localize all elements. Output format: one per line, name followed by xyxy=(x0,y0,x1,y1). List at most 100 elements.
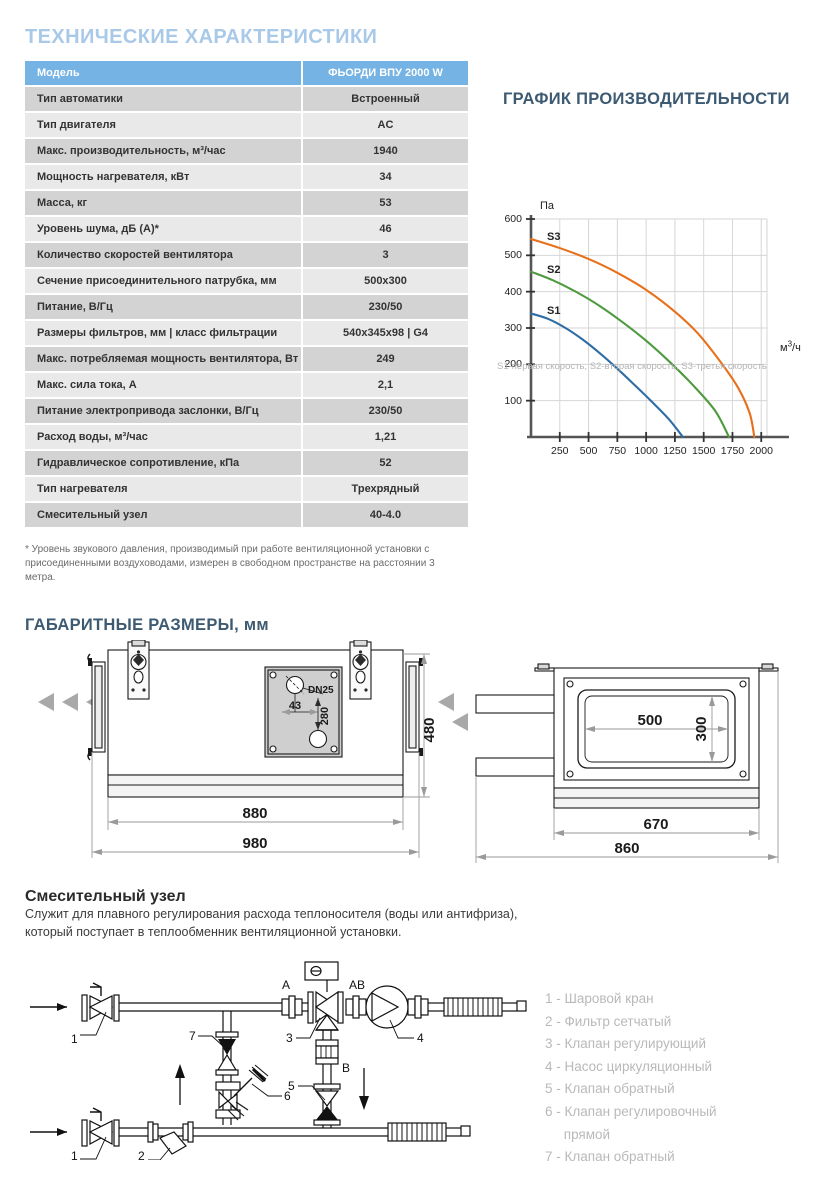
port-a-label: A xyxy=(282,978,290,992)
legend-item-4: 4 - Насос циркуляционный xyxy=(545,1058,713,1074)
table-row: Размеры фильтров, мм | класс фильтрации 5… xyxy=(25,321,468,345)
table-row: Макс. сила тока, А 2,1 xyxy=(25,373,468,397)
callout-1-bottom: 1 xyxy=(71,1149,78,1160)
x-tick-1000: 1000 xyxy=(634,445,658,457)
spec-value: 500x300 xyxy=(303,269,468,293)
spec-label: Макс. производительность, м³/час xyxy=(25,139,303,163)
spec-label: Сечение присоединительного патрубка, мм xyxy=(25,269,303,293)
legend-item-6-cont: прямой xyxy=(545,1126,611,1142)
spec-label: Тип нагревателя xyxy=(25,477,303,501)
spec-label: Размеры фильтров, мм | класс фильтрации xyxy=(25,321,303,345)
spec-value: 249 xyxy=(303,347,468,371)
table-row: Гидравлическое сопротивление, кПа 52 xyxy=(25,451,468,475)
table-row: Количество скоростей вентилятора 3 xyxy=(25,243,468,267)
table-row: Сечение присоединительного патрубка, мм 5… xyxy=(25,269,468,293)
spec-label: Количество скоростей вентилятора xyxy=(25,243,303,267)
legend-item-1: 1 - Шаровой кран xyxy=(545,991,654,1006)
specifications-table: Модель ФЬОРДИ ВПУ 2000 W Тип автоматики Вст… xyxy=(25,59,468,529)
spec-value: 2,1 xyxy=(303,373,468,397)
spec-label: Макс. сила тока, А xyxy=(25,373,303,397)
table-row: Тип автоматики Встроенный xyxy=(25,87,468,111)
chart-svg xyxy=(526,215,789,442)
spec-label: Питание электропривода заслонки, В/Гц xyxy=(25,399,303,423)
chart-x-axis-unit: м3/ч xyxy=(780,339,801,354)
y-tick-100: 100 xyxy=(504,394,522,407)
legend-item-6: 6 - Клапан регулировочный xyxy=(545,1103,717,1119)
spec-value: 1,21 xyxy=(303,425,468,449)
series-label-s1: S1 xyxy=(547,305,561,318)
series-label-s2: S2 xyxy=(547,263,561,276)
table-header-row: Модель ФЬОРДИ ВПУ 2000 W xyxy=(25,61,468,85)
table-row: Тип двигателя AC xyxy=(25,113,468,137)
callout-1-top: 1 xyxy=(71,1032,78,1046)
specs-section-title: ТЕХНИЧЕСКИЕ ХАРАКТЕРИСТИКИ xyxy=(25,26,378,48)
spec-value: 3 xyxy=(303,243,468,267)
dim-duct-height-label: 300 xyxy=(693,716,710,741)
table-row: Масса, кг 53 xyxy=(25,191,468,215)
outlet-arrow-icon xyxy=(438,693,454,711)
x-tick-2000: 2000 xyxy=(749,445,773,457)
x-tick-500: 500 xyxy=(579,445,598,457)
spec-value: Встроенный xyxy=(303,87,468,111)
spec-label: Питание, В/Гц xyxy=(25,295,303,319)
x-tick-750: 750 xyxy=(608,445,627,457)
port-ab-label: AB xyxy=(349,978,365,992)
table-row: Питание электропривода заслонки, В/Гц 230… xyxy=(25,399,468,423)
noise-footnote: * Уровень звукового давления, производим… xyxy=(25,544,435,583)
spec-label: Тип двигателя xyxy=(25,113,303,137)
mixing-unit-schematic: 1 1 2 3 4 5 6 7 A AB B xyxy=(30,961,527,1160)
dim-inner-width-label: 880 xyxy=(242,805,267,822)
legend-item-2: 2 - Фильтр сетчатый xyxy=(545,1013,672,1029)
table-row: Питание, В/Гц 230/50 xyxy=(25,295,468,319)
spec-label: Тип автоматики xyxy=(25,87,303,111)
mixing-unit-legend: 1 - Шаровой кран 2 - Фильтр сетчатый 3 - К… xyxy=(545,988,815,1169)
mixing-unit-description: Служит для плавного регулирования расход… xyxy=(25,907,518,939)
x-tick-1750: 1750 xyxy=(720,445,745,457)
y-tick-300: 300 xyxy=(504,322,522,334)
chart-plot-area xyxy=(526,215,789,442)
spec-label: Уровень шума, дБ (А)* xyxy=(25,217,303,241)
chart-section-title: ГРАФИК ПРОИЗВОДИТЕЛЬНОСТИ xyxy=(503,90,790,108)
dim-duct-width-label: 500 xyxy=(637,712,662,729)
table-row: Макс. производительность, м³/час 1940 xyxy=(25,139,468,163)
callout-5: 5 xyxy=(288,1079,295,1093)
spec-value: 230/50 xyxy=(303,399,468,423)
x-tick-1500: 1500 xyxy=(691,445,716,457)
dimensions-section-title: ГАБАРИТНЫЕ РАЗМЕРЫ, мм xyxy=(25,616,269,634)
table-row: Расход воды, м³/час 1,21 xyxy=(25,425,468,449)
chart-series-s1 xyxy=(529,312,685,439)
legend-item-7: 7 - Клапан обратный xyxy=(545,1149,675,1165)
table-row: Тип нагревателя Трехрядный xyxy=(25,477,468,501)
table-row: Уровень шума, дБ (А)* 46 xyxy=(25,217,468,241)
dim-offset-y-label: 280 xyxy=(319,707,331,725)
header-value: ФЬОРДИ ВПУ 2000 W xyxy=(303,61,468,85)
callout-4: 4 xyxy=(417,1031,424,1045)
spec-value: 540x345x98 | G4 xyxy=(303,321,468,345)
spec-value: 52 xyxy=(303,451,468,475)
y-tick-500: 500 xyxy=(504,249,522,262)
spec-value: 46 xyxy=(303,217,468,241)
spec-value: 230/50 xyxy=(303,295,468,319)
callout-6: 6 xyxy=(284,1089,291,1103)
dim-height-label: 480 xyxy=(421,717,438,742)
dimension-drawing-side: 500 300 670 860 xyxy=(452,663,779,863)
spec-value: AC xyxy=(303,113,468,137)
side-arrow-icon xyxy=(452,713,468,731)
spec-value: 34 xyxy=(303,165,468,189)
port-b-label: B xyxy=(342,1061,350,1075)
table-row: Макс. потребляемая мощность вентилятора,… xyxy=(25,347,468,371)
spec-label: Гидравлическое сопротивление, кПа xyxy=(25,451,303,475)
spec-label: Расход воды, м³/час xyxy=(25,425,303,449)
legend-item-3: 3 - Клапан регулирующий xyxy=(545,1036,707,1052)
x-tick-250: 250 xyxy=(551,445,569,457)
spec-value: 40-4.0 xyxy=(303,503,468,527)
x-tick-1250: 1250 xyxy=(663,445,687,457)
dim-offset-x-label: 43 xyxy=(289,700,301,712)
spec-label: Мощность нагревателя, кВт xyxy=(25,165,303,189)
legend-item-5: 5 - Клапан обратный xyxy=(545,1081,675,1097)
chart-series-s2 xyxy=(529,270,731,439)
header-label: Модель xyxy=(25,61,303,85)
spec-label: Масса, кг xyxy=(25,191,303,215)
chart-y-axis-unit: Па xyxy=(540,200,555,212)
callout-7: 7 xyxy=(189,1029,196,1043)
